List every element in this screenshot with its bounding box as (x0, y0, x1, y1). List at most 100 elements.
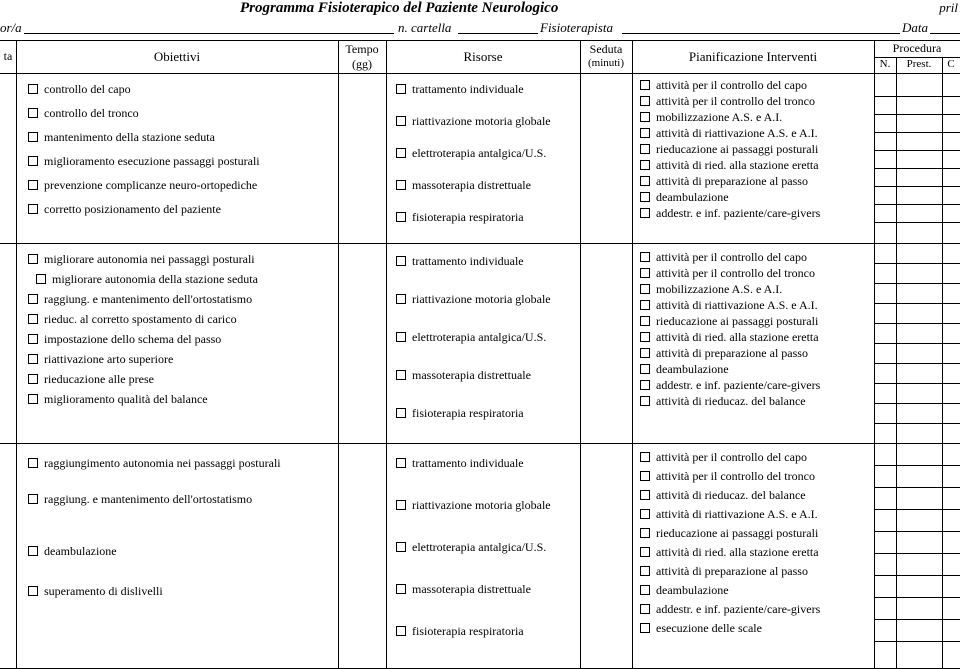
checkbox-icon[interactable] (396, 500, 406, 510)
checkbox-icon[interactable] (28, 374, 38, 384)
pian-label: attività per il controllo del capo (656, 79, 870, 91)
checkbox-icon[interactable] (28, 354, 38, 364)
checkbox-icon[interactable] (28, 180, 38, 190)
checkbox-icon[interactable] (640, 380, 650, 390)
checkbox-icon[interactable] (640, 604, 650, 614)
checkbox-icon[interactable] (28, 394, 38, 404)
obj-label: miglioramento qualità del balance (44, 393, 334, 405)
checkbox-icon[interactable] (28, 156, 38, 166)
checkbox-icon[interactable] (640, 80, 650, 90)
pian-label: addestr. e inf. paziente/care-givers (656, 207, 870, 219)
checkbox-icon[interactable] (396, 116, 406, 126)
pian-label: deambulazione (656, 191, 870, 203)
checkbox-icon[interactable] (396, 542, 406, 552)
ris-label: fisioterapia respiratoria (412, 407, 576, 419)
checkbox-icon[interactable] (640, 566, 650, 576)
checkbox-icon[interactable] (396, 408, 406, 418)
checkbox-icon[interactable] (640, 348, 650, 358)
ris-label: trattamento individuale (412, 83, 576, 95)
hdr-pianif: Pianificazione Interventi (632, 49, 874, 65)
checkbox-icon[interactable] (640, 332, 650, 342)
row1-risorse: trattamento individuale riattivazione mo… (396, 255, 576, 425)
checkbox-icon[interactable] (640, 112, 650, 122)
checkbox-icon[interactable] (640, 528, 650, 538)
ris-label: massoterapia distrettuale (412, 369, 576, 381)
pian-label: attività di preparazione al passo (656, 347, 870, 359)
checkbox-icon[interactable] (640, 252, 650, 262)
checkbox-icon[interactable] (28, 108, 38, 118)
checkbox-icon[interactable] (28, 586, 38, 596)
checkbox-icon[interactable] (28, 494, 38, 504)
pian-label: attività di preparazione al passo (656, 175, 870, 187)
checkbox-icon[interactable] (640, 160, 650, 170)
obj-label: controllo del tronco (44, 107, 334, 119)
checkbox-icon[interactable] (640, 144, 650, 154)
pian-label: rieducazione ai passaggi posturali (656, 527, 870, 539)
checkbox-icon[interactable] (640, 364, 650, 374)
hdr-proc-n: N. (874, 58, 896, 70)
checkbox-icon[interactable] (396, 458, 406, 468)
obj-label: rieducazione alle prese (44, 373, 334, 385)
checkbox-icon[interactable] (640, 268, 650, 278)
checkbox-icon[interactable] (396, 84, 406, 94)
pian-label: attività per il controllo del capo (656, 251, 870, 263)
hdr-tempo: Tempo (338, 42, 386, 57)
checkbox-icon[interactable] (640, 128, 650, 138)
checkbox-icon[interactable] (396, 370, 406, 380)
checkbox-icon[interactable] (396, 148, 406, 158)
pian-label: attività di riattivazione A.S. e A.I. (656, 299, 870, 311)
row1-obiettivi: migliorare autonomia nei passaggi postur… (28, 253, 334, 411)
checkbox-icon[interactable] (36, 274, 46, 284)
checkbox-icon[interactable] (640, 396, 650, 406)
checkbox-icon[interactable] (396, 332, 406, 342)
checkbox-icon[interactable] (396, 256, 406, 266)
checkbox-icon[interactable] (640, 471, 650, 481)
subheader-row: or/a n. cartella Fisioterapista Data (0, 20, 960, 38)
pian-label: addestr. e inf. paziente/care-givers (656, 603, 870, 615)
ris-label: massoterapia distrettuale (412, 583, 576, 595)
checkbox-icon[interactable] (640, 547, 650, 557)
row2-pianif: attività per il controllo del capo attiv… (640, 451, 870, 640)
pian-label: esecuzione delle scale (656, 622, 870, 634)
hdr-obiettivi: Obiettivi (16, 49, 338, 65)
checkbox-icon[interactable] (28, 294, 38, 304)
checkbox-icon[interactable] (640, 192, 650, 202)
checkbox-icon[interactable] (396, 626, 406, 636)
checkbox-icon[interactable] (640, 96, 650, 106)
checkbox-icon[interactable] (396, 584, 406, 594)
checkbox-icon[interactable] (28, 334, 38, 344)
checkbox-icon[interactable] (28, 254, 38, 264)
pian-label: attività di riattivazione A.S. e A.I. (656, 127, 870, 139)
obj-label: raggiung. e mantenimento dell'ortostatis… (44, 293, 334, 305)
main-grid: ta Obiettivi Tempo (gg) Risorse Seduta (… (0, 40, 960, 669)
checkbox-icon[interactable] (640, 316, 650, 326)
checkbox-icon[interactable] (28, 546, 38, 556)
hdr-risorse: Risorse (386, 49, 580, 65)
checkbox-icon[interactable] (640, 452, 650, 462)
checkbox-icon[interactable] (640, 176, 650, 186)
checkbox-icon[interactable] (640, 284, 650, 294)
title-row: Programma Fisioterapico del Paziente Neu… (0, 0, 960, 20)
hdr-proc: Procedura (874, 41, 960, 56)
checkbox-icon[interactable] (396, 294, 406, 304)
checkbox-icon[interactable] (640, 585, 650, 595)
checkbox-icon[interactable] (640, 623, 650, 633)
pian-label: rieducazione ai passaggi posturali (656, 143, 870, 155)
checkbox-icon[interactable] (28, 132, 38, 142)
pian-label: attività per il controllo del tronco (656, 95, 870, 107)
checkbox-icon[interactable] (28, 314, 38, 324)
checkbox-icon[interactable] (28, 204, 38, 214)
checkbox-icon[interactable] (640, 300, 650, 310)
pian-label: rieducazione ai passaggi posturali (656, 315, 870, 327)
checkbox-icon[interactable] (396, 212, 406, 222)
checkbox-icon[interactable] (396, 180, 406, 190)
pian-label: addestr. e inf. paziente/care-givers (656, 379, 870, 391)
checkbox-icon[interactable] (640, 208, 650, 218)
hdr-proc-c: C (942, 58, 960, 70)
checkbox-icon[interactable] (640, 509, 650, 519)
row2-obiettivi: raggiungimento autonomia nei passaggi po… (28, 457, 334, 603)
checkbox-icon[interactable] (28, 84, 38, 94)
checkbox-icon[interactable] (28, 458, 38, 468)
obj-label: prevenzione complicanze neuro-ortopedich… (44, 179, 334, 191)
checkbox-icon[interactable] (640, 490, 650, 500)
